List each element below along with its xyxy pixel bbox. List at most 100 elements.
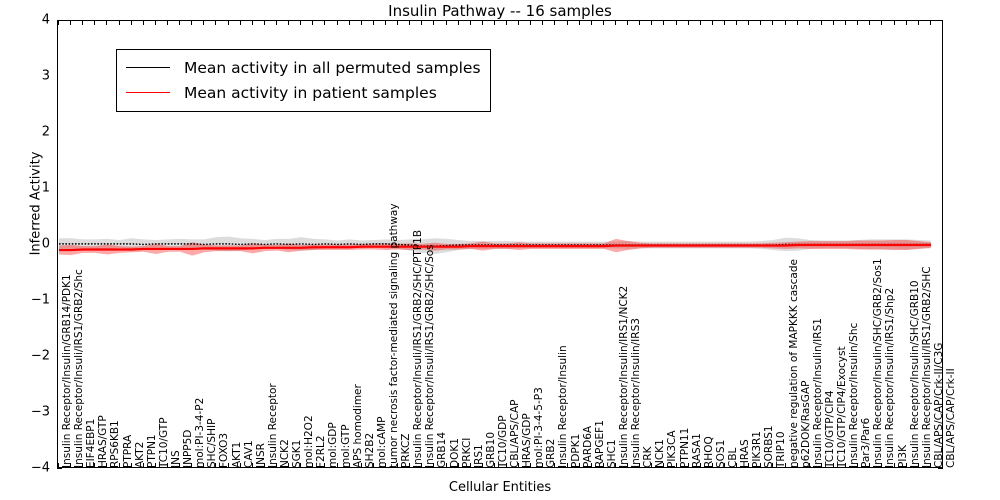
x-tick-mark xyxy=(542,463,543,468)
x-tick-mark xyxy=(845,20,846,25)
x-tick-label: RPS6KB1 xyxy=(109,420,122,468)
x-tick-mark xyxy=(276,20,277,25)
x-tick-mark xyxy=(470,20,471,25)
x-tick-label: PIK3CA xyxy=(666,430,679,468)
x-tick-mark xyxy=(736,20,737,25)
x-tick-label: GRB14 xyxy=(436,432,449,468)
y-tick-label: 4 xyxy=(41,12,50,28)
x-tick-label: Insulin Receptor xyxy=(266,383,279,468)
x-tick-mark xyxy=(881,463,882,468)
x-tick-mark xyxy=(482,20,483,25)
x-tick-mark xyxy=(894,20,895,25)
x-tick-label: Insulin Receptor/Insuli/IRS1/GRB2/SHC xyxy=(920,266,933,468)
patient-mean-line xyxy=(59,243,931,252)
x-tick-mark xyxy=(663,463,664,468)
x-tick-label: Insulin Receptor/Insulin/IRS1/Shp2 xyxy=(884,287,897,468)
x-tick-mark xyxy=(797,463,798,468)
legend-item-patient: Mean activity in patient samples xyxy=(126,80,481,105)
x-tick-mark xyxy=(131,20,132,25)
x-tick-mark xyxy=(131,463,132,468)
x-tick-mark xyxy=(518,20,519,25)
x-tick-mark xyxy=(409,463,410,468)
x-tick-label: Insulin Receptor/Insulin/SHC/GRB2/Sos1 xyxy=(872,258,885,468)
x-tick-mark xyxy=(482,463,483,468)
x-tick-mark xyxy=(663,20,664,25)
x-tick-mark xyxy=(857,463,858,468)
x-tick-label: INS xyxy=(169,450,182,468)
x-tick-mark xyxy=(252,463,253,468)
x-tick-mark xyxy=(906,463,907,468)
x-tick-mark xyxy=(869,463,870,468)
x-tick-mark xyxy=(240,20,241,25)
x-tick-label: FOXO3 xyxy=(218,432,231,468)
chart-legend: Mean activity in all permuted samples Me… xyxy=(116,49,491,112)
x-tick-mark xyxy=(458,20,459,25)
x-tick-mark xyxy=(421,20,422,25)
x-tick-mark xyxy=(821,463,822,468)
x-tick-mark xyxy=(700,20,701,25)
x-tick-mark xyxy=(930,463,931,468)
x-tick-mark xyxy=(833,20,834,25)
x-tick-mark xyxy=(615,20,616,25)
x-tick-mark xyxy=(603,20,604,25)
x-tick-label: INSR xyxy=(254,443,267,468)
x-tick-label: GRB2 xyxy=(545,438,558,468)
series-layer xyxy=(59,236,931,256)
x-tick-label: Insulin Receptor/Insulin/IRS1 xyxy=(811,318,824,468)
x-tick-mark xyxy=(785,20,786,25)
legend-label-patient: Mean activity in patient samples xyxy=(184,83,437,102)
x-tick-mark xyxy=(639,463,640,468)
x-tick-mark xyxy=(203,20,204,25)
x-tick-mark xyxy=(385,463,386,468)
y-tick-label: 0 xyxy=(41,236,50,252)
x-tick-label: Insulin Receptor/Insulin/GRB14/PDK1 xyxy=(61,274,73,468)
x-tick-mark xyxy=(433,20,434,25)
x-tick-mark xyxy=(240,463,241,468)
y-tick-mark xyxy=(938,468,943,469)
x-tick-mark xyxy=(760,463,761,468)
x-tick-mark xyxy=(615,463,616,468)
x-tick-mark xyxy=(397,20,398,25)
x-tick-mark xyxy=(712,20,713,25)
y-tick-label: −4 xyxy=(30,460,50,476)
x-tick-label: Insulin Receptor/Insulin xyxy=(557,345,570,468)
x-tick-label: Par3/Par6 xyxy=(860,417,873,468)
x-tick-mark xyxy=(288,463,289,468)
x-tick-label: Insulin Receptor/Insuli/IRS1/GRB2/Shc xyxy=(73,269,86,468)
x-tick-label: APS homodimer xyxy=(351,384,364,468)
x-tick-label: PTPN11 xyxy=(678,427,691,468)
x-tick-mark xyxy=(373,20,374,25)
x-tick-mark xyxy=(106,463,107,468)
x-tick-mark xyxy=(639,20,640,25)
x-tick-label: PRKCZ xyxy=(400,433,413,468)
x-tick-mark xyxy=(191,20,192,25)
x-tick-mark xyxy=(155,20,156,25)
x-tick-mark xyxy=(554,463,555,468)
x-tick-label: CBL/APS/CAP/Crk-II xyxy=(945,368,957,468)
x-tick-label: TC10/GTP xyxy=(157,417,170,468)
x-tick-mark xyxy=(167,20,168,25)
x-tick-mark xyxy=(179,20,180,25)
x-tick-mark xyxy=(567,20,568,25)
x-tick-mark xyxy=(119,463,120,468)
x-tick-mark xyxy=(518,463,519,468)
x-tick-mark xyxy=(918,463,919,468)
x-tick-label: PIK3R1 xyxy=(751,431,764,468)
y-axis-label: Inferred Activity xyxy=(28,151,44,256)
x-tick-mark xyxy=(433,463,434,468)
x-tick-mark xyxy=(119,20,120,25)
x-tick-label: NCK2 xyxy=(278,439,291,468)
x-tick-mark xyxy=(288,20,289,25)
x-tick-mark xyxy=(94,20,95,25)
x-tick-mark xyxy=(809,463,810,468)
x-tick-label: PTPN1 xyxy=(145,434,158,468)
x-tick-label: SORBS1 xyxy=(763,425,776,468)
x-tick-mark xyxy=(494,20,495,25)
x-tick-mark xyxy=(785,463,786,468)
x-tick-label: HRAS/GDP xyxy=(521,413,534,468)
x-tick-mark xyxy=(349,20,350,25)
x-tick-mark xyxy=(458,463,459,468)
x-tick-label: SHC/SHIP xyxy=(206,418,219,468)
x-tick-label: AKT2 xyxy=(133,441,146,468)
